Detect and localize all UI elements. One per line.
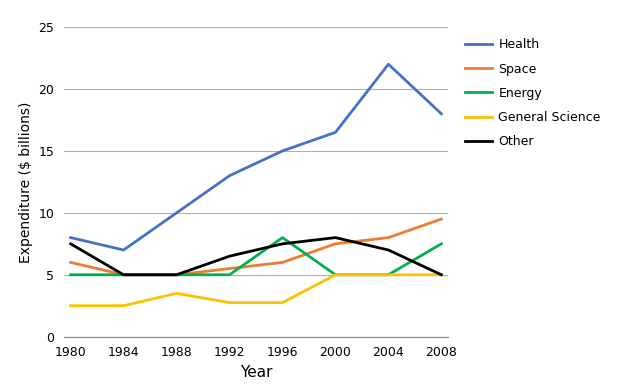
Y-axis label: Expenditure ($ billions): Expenditure ($ billions) <box>19 101 33 262</box>
Other <box>438 272 445 277</box>
Other <box>173 272 180 277</box>
Health <box>438 111 445 116</box>
Space <box>278 260 286 265</box>
General Science <box>332 272 339 277</box>
Other <box>332 235 339 240</box>
General Science <box>385 272 392 277</box>
General Science <box>120 303 127 308</box>
Legend: Health, Space, Energy, General Science, Other: Health, Space, Energy, General Science, … <box>460 33 605 153</box>
Other <box>120 272 127 277</box>
Line: Space: Space <box>70 219 442 275</box>
Energy <box>173 272 180 277</box>
General Science <box>173 291 180 296</box>
Space <box>385 235 392 240</box>
Energy <box>120 272 127 277</box>
Energy <box>67 272 74 277</box>
Other <box>226 254 234 259</box>
Energy <box>278 235 286 240</box>
Space <box>120 272 127 277</box>
Health <box>67 235 74 240</box>
Energy <box>438 241 445 246</box>
Health <box>226 173 234 178</box>
General Science <box>278 300 286 305</box>
Health <box>385 62 392 67</box>
Energy <box>226 272 234 277</box>
Line: General Science: General Science <box>70 275 442 306</box>
General Science <box>67 303 74 308</box>
Space <box>67 260 74 265</box>
Health <box>173 211 180 215</box>
Line: Other: Other <box>70 238 442 275</box>
X-axis label: Year: Year <box>240 365 272 380</box>
Energy <box>332 272 339 277</box>
Other <box>278 241 286 246</box>
Line: Energy: Energy <box>70 238 442 275</box>
General Science <box>438 272 445 277</box>
Space <box>173 272 180 277</box>
Energy <box>385 272 392 277</box>
Space <box>332 241 339 246</box>
Line: Health: Health <box>70 64 442 250</box>
Health <box>278 149 286 153</box>
General Science <box>226 300 234 305</box>
Health <box>120 248 127 252</box>
Space <box>438 217 445 221</box>
Other <box>67 241 74 246</box>
Health <box>332 130 339 135</box>
Space <box>226 266 234 271</box>
Other <box>385 248 392 252</box>
